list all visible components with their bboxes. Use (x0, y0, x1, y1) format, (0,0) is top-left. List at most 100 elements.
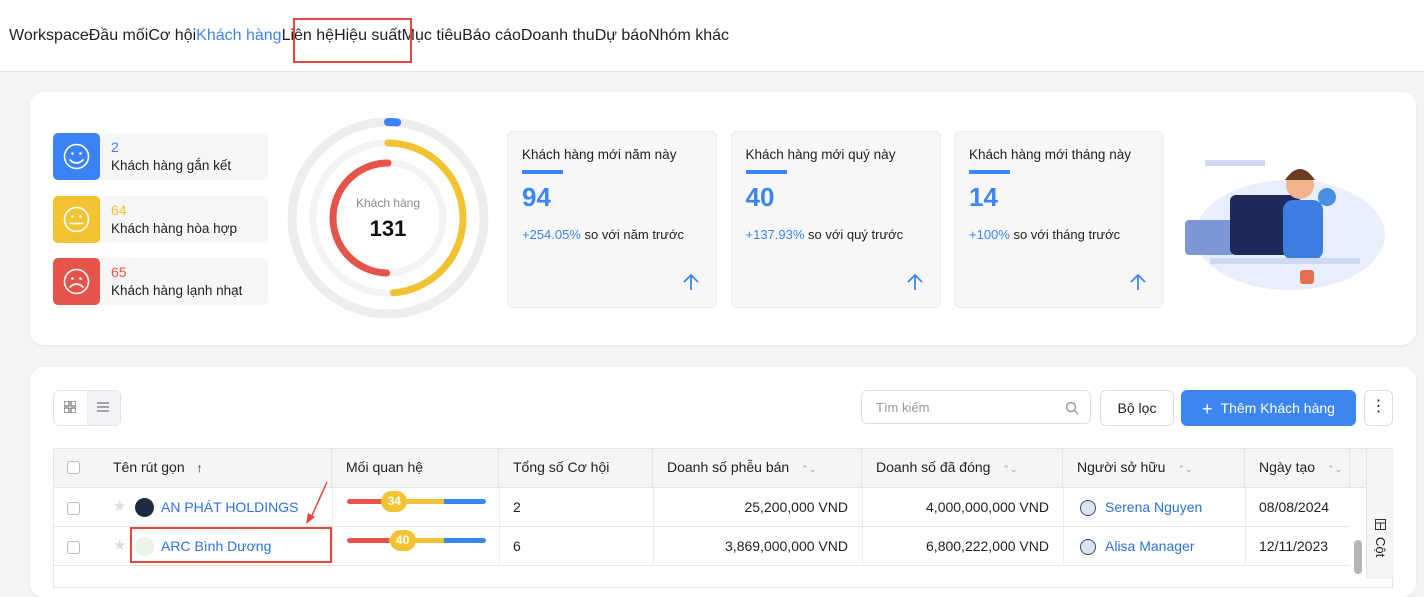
sort-icon: ⌃⌄ (801, 464, 816, 474)
column-label: Cột (1373, 537, 1388, 557)
search-box[interactable]: Tìm kiếm (861, 390, 1091, 424)
column-title: Doanh số đã đóng (876, 459, 990, 475)
group-icon (53, 133, 100, 180)
nav-tab[interactable]: Doanh thu (521, 27, 595, 45)
plus-icon: + (1202, 399, 1213, 419)
cell-created: 12/11/2023 (1245, 527, 1350, 566)
group-icon (53, 196, 100, 243)
face (65, 270, 89, 294)
header-checkbox[interactable] (67, 461, 80, 474)
stat-suffix: so với quý trước (808, 227, 903, 242)
filter-button[interactable]: Bộ lọc (1100, 390, 1174, 426)
face-eye (79, 215, 82, 218)
stat-suffix: so với tháng trước (1013, 227, 1120, 242)
star[interactable]: ★ (113, 536, 126, 554)
donut-chart: Khách hàng 131 (280, 110, 496, 326)
face-eye (71, 152, 74, 155)
column-header[interactable]: Người sở hữu ⌃⌄ (1063, 448, 1245, 487)
stat-change: +137.93% (746, 227, 805, 242)
cell-border (1063, 527, 1064, 566)
column-header[interactable]: Doanh số đã đóng ⌃⌄ (862, 448, 1063, 487)
stat-change: +254.05% (522, 227, 581, 242)
stat-value: 14 (969, 182, 998, 213)
illus-hair (1285, 169, 1315, 180)
row-checkbox[interactable] (67, 502, 80, 515)
stat-title: Khách hàng mới quý này (746, 147, 896, 162)
group-icon (53, 258, 100, 305)
column-header[interactable]: Tên rút gọn↑ (91, 448, 332, 487)
face-icon (53, 258, 100, 305)
stat-change: +100% (969, 227, 1010, 242)
column-header[interactable]: Doanh số phễu bán⌃⌄ (653, 448, 862, 487)
up-arrow (906, 273, 924, 291)
column-header[interactable]: Tổng số Cơ hội (499, 448, 653, 487)
stat-underline (746, 170, 787, 174)
illus-body (1283, 200, 1323, 260)
face-eye (79, 152, 82, 155)
list-icon (97, 401, 109, 413)
nav-tab[interactable]: Khách hàng (196, 27, 281, 45)
nav-tab[interactable]: Dự báo (595, 27, 648, 45)
group-count: 2 (111, 139, 119, 155)
scrollbar (1354, 540, 1362, 574)
rel-bar-blue (444, 538, 486, 543)
cell-closed: 6,800,222,000 VND (862, 527, 1063, 566)
cell-opportunities: 6 (499, 527, 653, 566)
stat-suffix: so với năm trước (585, 227, 684, 242)
add-button[interactable]: +Thêm Khách hàng (1181, 390, 1356, 426)
face-outline (65, 270, 89, 294)
stat-title: Khách hàng mới năm này (522, 147, 676, 162)
group-label: Khách hàng gắn kết (111, 158, 231, 173)
column-panel[interactable]: Cột (1366, 449, 1394, 579)
view-toggle[interactable] (53, 390, 121, 426)
group-count: 64 (111, 202, 127, 218)
illustration (1175, 140, 1390, 295)
sort-icon: ⌃⌄ (1327, 464, 1342, 474)
arrow-path (908, 275, 922, 290)
column-header[interactable]: Ngày tạo⌃⌄ (1245, 448, 1350, 487)
group-pill[interactable]: 2 Khách hàng gắn kết (53, 133, 268, 180)
nav-tab[interactable]: Báo cáo (462, 27, 521, 45)
group-label: Khách hàng lạnh nhạt (111, 283, 242, 298)
filter-label: Bộ lọc (1118, 400, 1157, 416)
face-icon (53, 196, 100, 243)
column-title: Mối quan hệ (346, 459, 423, 475)
nav-tab[interactable]: Workspace (0, 27, 89, 45)
stat-underline (522, 170, 563, 174)
face-eye (71, 215, 74, 218)
nav-tab[interactable]: Đầu mối (89, 27, 149, 45)
column-title: Người sở hữu (1077, 459, 1165, 475)
star[interactable]: ★ (113, 497, 126, 515)
nav-tab[interactable]: Cơ hội (148, 27, 196, 45)
column-header[interactable]: Mối quan hệ (332, 448, 499, 487)
sort-up: ↑ (197, 461, 203, 475)
column-title: Tổng số Cơ hội (513, 459, 609, 475)
illus-coin (1318, 188, 1336, 206)
rel-knob: 34 (381, 491, 407, 512)
cell-created: 08/08/2024 (1245, 488, 1350, 527)
stat-change-line: +254.05% so với năm trước (522, 227, 684, 242)
owner-name[interactable]: Alisa Manager (1105, 527, 1195, 566)
company-name[interactable]: AN PHÁT HOLDINGS (161, 488, 298, 527)
stat-underline (969, 170, 1010, 174)
donut-total: 131 (370, 216, 407, 241)
nav-tab[interactable]: Nhóm khác (648, 27, 729, 45)
cell-border (1063, 488, 1064, 527)
search-icon (1065, 401, 1079, 415)
sort-icon: ⌃⌄ (1177, 464, 1192, 474)
row-checkbox[interactable] (67, 541, 80, 554)
stat-change-line: +100% so với tháng trước (969, 227, 1120, 242)
owner-avatar (1080, 539, 1096, 555)
cell-pipeline: 25,200,000 VND (653, 488, 862, 527)
donut-label: Khách hàng (356, 196, 420, 210)
owner-name[interactable]: Serena Nguyen (1105, 488, 1202, 527)
more-button[interactable]: ⋮ (1364, 390, 1393, 426)
face-mouth (70, 284, 84, 288)
sort-icon: ⌃⌄ (1002, 464, 1017, 474)
